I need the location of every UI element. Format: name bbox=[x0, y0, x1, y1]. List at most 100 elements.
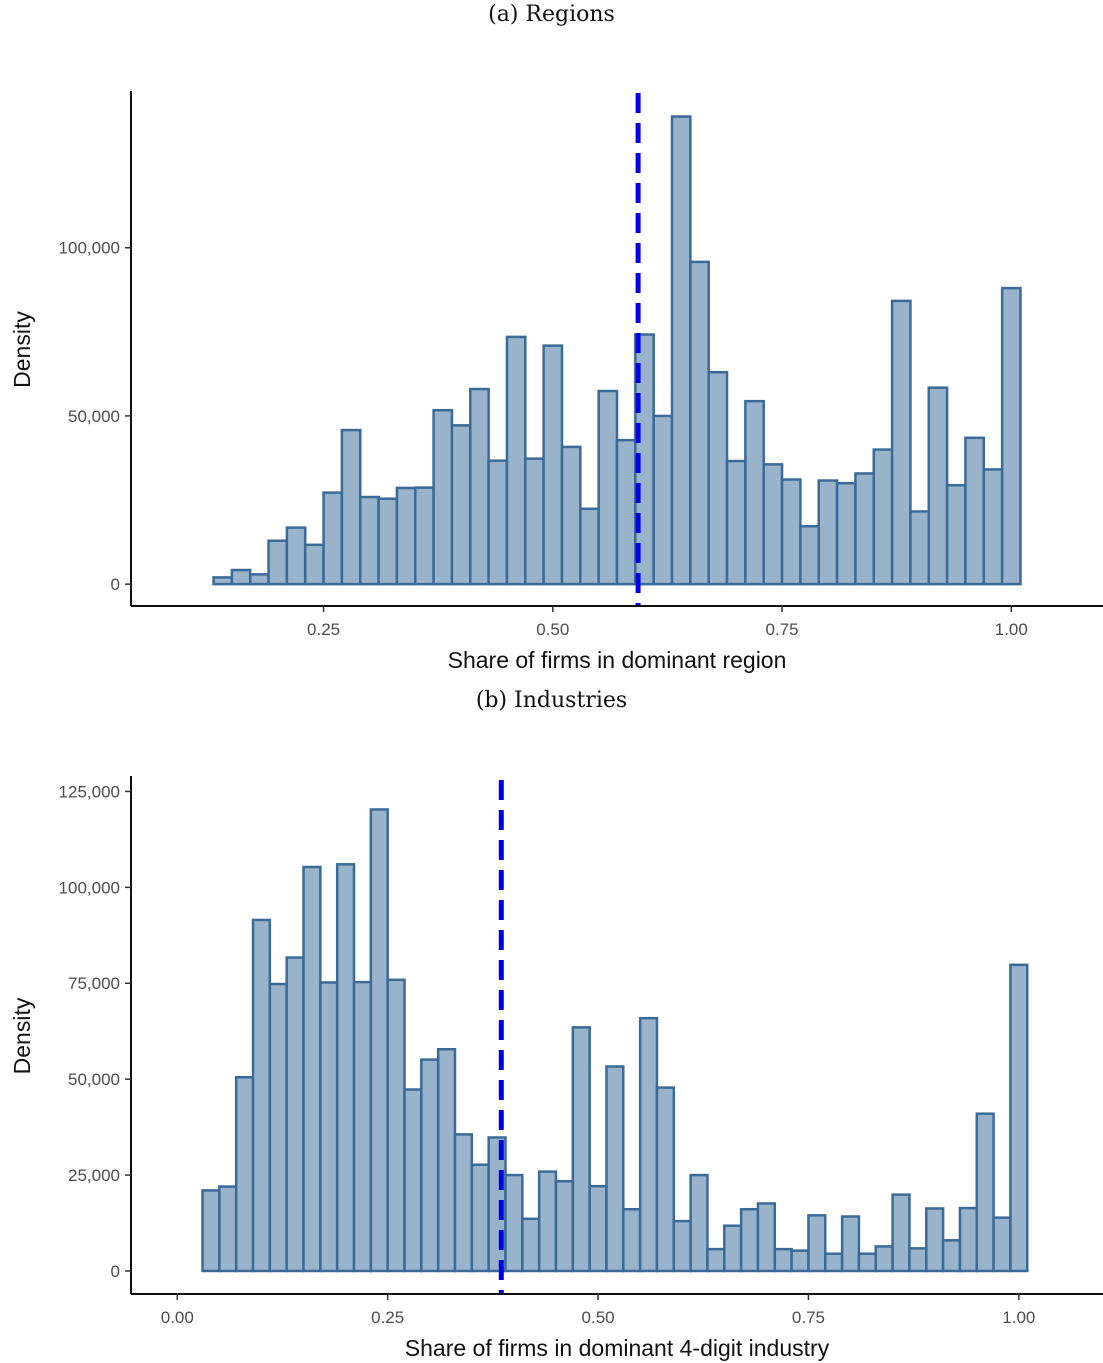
histogram-bar bbox=[992, 1216, 1012, 1273]
histogram-industries: 0 25,000 50,000 75,000 100,000 125,000 0.00 0.2… bbox=[9, 776, 1103, 1361]
panel-title: (b) Industries bbox=[475, 688, 628, 713]
histogram-bar bbox=[670, 115, 692, 586]
histogram-bar bbox=[505, 335, 527, 586]
histogram-bar bbox=[890, 299, 912, 586]
histogram-bar bbox=[854, 472, 876, 586]
histogram-bar bbox=[436, 1047, 457, 1273]
histogram-bar bbox=[840, 1215, 861, 1273]
histogram-bar bbox=[335, 863, 356, 1273]
y-tick-label: 0 bbox=[111, 575, 120, 594]
histogram-bar bbox=[908, 1247, 928, 1273]
histogram-bar bbox=[925, 1207, 945, 1273]
x-tick-label: 0.25 bbox=[371, 1308, 404, 1327]
histogram-bar bbox=[386, 978, 406, 1273]
histogram-bar bbox=[395, 486, 417, 586]
y-tick-label: 125,000 bbox=[59, 782, 120, 801]
x-tick-label: 0.75 bbox=[766, 620, 799, 639]
histogram-bar bbox=[780, 478, 802, 586]
histogram-bar bbox=[744, 399, 765, 586]
histogram-bar bbox=[579, 507, 600, 586]
histogram-bar bbox=[725, 459, 747, 586]
histogram-bar bbox=[762, 463, 784, 586]
histogram-bar bbox=[689, 260, 710, 586]
histogram-bar bbox=[432, 408, 454, 586]
histogram-bar bbox=[251, 918, 272, 1273]
histogram-bar bbox=[857, 1252, 878, 1273]
histogram-bar bbox=[723, 1224, 743, 1273]
histogram-bar bbox=[524, 457, 545, 586]
histogram-bar bbox=[285, 956, 305, 1273]
histogram-bar bbox=[835, 481, 857, 586]
x-axis-title: Share of firms in dominant region bbox=[448, 647, 787, 673]
histogram-bar bbox=[597, 389, 619, 586]
histogram-bar bbox=[790, 1249, 810, 1273]
histogram-bar bbox=[588, 1184, 608, 1273]
histogram-bar bbox=[975, 1112, 995, 1273]
histogram-bar bbox=[352, 980, 373, 1273]
y-axis-title: Density bbox=[9, 311, 35, 388]
histogram-bar bbox=[958, 1206, 979, 1273]
histogram-bar bbox=[453, 1133, 474, 1273]
histogram-bar bbox=[655, 1086, 676, 1273]
histogram-bar bbox=[212, 576, 234, 586]
y-tick-label: 0 bbox=[111, 1262, 120, 1281]
histogram-regions: 0 50,000 100,000 0.25 0.50 0.75 1.00 Share of f… bbox=[9, 91, 1103, 673]
histogram-bar bbox=[487, 459, 509, 586]
histogram-bar bbox=[303, 543, 325, 586]
histogram-bar bbox=[542, 344, 564, 586]
histogram-bar bbox=[218, 1185, 238, 1273]
histogram-bar bbox=[302, 865, 322, 1273]
histogram-bar bbox=[369, 808, 389, 1273]
histogram-bar bbox=[319, 981, 339, 1273]
histogram-bar bbox=[521, 1217, 541, 1273]
y-tick-label: 100,000 bbox=[59, 878, 120, 897]
histogram-bar bbox=[605, 1065, 625, 1273]
histogram-bar bbox=[358, 495, 380, 586]
histogram-bar bbox=[964, 436, 986, 586]
histogram-bar bbox=[872, 448, 894, 586]
panel-regions: (a) Regions 0 50,000 100,000 0.25 0.50 0.75 1.… bbox=[0, 0, 1103, 680]
histogram-bar bbox=[706, 1247, 726, 1273]
histogram-bar bbox=[403, 1088, 423, 1273]
y-tick-label: 25,000 bbox=[68, 1166, 120, 1185]
y-tick-label: 75,000 bbox=[68, 974, 120, 993]
histogram-bar bbox=[945, 483, 967, 586]
x-tick-label: 1.00 bbox=[995, 620, 1028, 639]
histogram-bar bbox=[652, 414, 674, 586]
histogram-bar bbox=[420, 1058, 440, 1273]
panel-title: (a) Regions bbox=[488, 2, 615, 27]
x-tick-label: 0.00 bbox=[161, 1308, 194, 1327]
y-tick-label: 50,000 bbox=[68, 407, 120, 426]
histogram-bar bbox=[799, 525, 820, 586]
histogram-bar bbox=[824, 1252, 844, 1273]
histogram-bar bbox=[377, 497, 399, 586]
histogram-bar bbox=[941, 1239, 962, 1273]
histogram-bar bbox=[739, 1207, 760, 1273]
x-tick-label: 0.50 bbox=[582, 1308, 615, 1327]
histogram-bar bbox=[622, 1207, 642, 1273]
histogram-bar bbox=[230, 568, 252, 586]
y-axis-title: Density bbox=[9, 997, 35, 1074]
histogram-bar bbox=[756, 1202, 777, 1273]
histogram-bar bbox=[773, 1247, 793, 1273]
histogram-bar bbox=[201, 1189, 221, 1273]
x-tick-label: 0.50 bbox=[536, 620, 569, 639]
histogram-bar bbox=[470, 1163, 490, 1273]
x-tick-label: 1.00 bbox=[1002, 1308, 1035, 1327]
x-tick-label: 0.25 bbox=[307, 620, 340, 639]
y-tick-label: 100,000 bbox=[59, 239, 120, 258]
histogram-bar bbox=[504, 1173, 524, 1273]
histogram-bar bbox=[268, 982, 288, 1273]
histogram-bar bbox=[267, 539, 289, 586]
histogram-bar bbox=[560, 445, 582, 586]
histogram-bar bbox=[537, 1170, 558, 1273]
histogram-bar bbox=[1009, 963, 1029, 1273]
histogram-bar bbox=[234, 1075, 255, 1273]
histogram-bar bbox=[469, 387, 490, 586]
histogram-bar bbox=[1000, 286, 1022, 586]
histogram-bar bbox=[982, 468, 1004, 586]
x-axis-title: Share of firms in dominant 4-digit indus… bbox=[405, 1335, 830, 1361]
histogram-bar bbox=[707, 370, 729, 586]
histogram-bar bbox=[248, 573, 270, 586]
histogram-bar bbox=[909, 510, 931, 586]
